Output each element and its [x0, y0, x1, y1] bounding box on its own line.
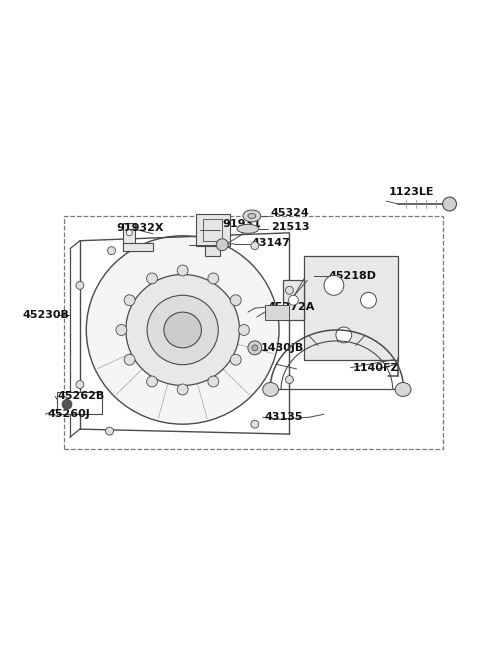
Polygon shape — [304, 255, 398, 360]
Text: 45230B: 45230B — [23, 310, 70, 320]
Text: 45260J: 45260J — [47, 409, 90, 419]
Circle shape — [146, 273, 157, 284]
Text: 45272A: 45272A — [268, 302, 315, 312]
Circle shape — [251, 242, 259, 250]
Ellipse shape — [243, 210, 261, 222]
Text: 45218D: 45218D — [329, 271, 377, 282]
Ellipse shape — [86, 236, 279, 424]
Ellipse shape — [237, 225, 259, 233]
Circle shape — [324, 276, 344, 295]
Text: 1430JB: 1430JB — [261, 343, 304, 353]
Circle shape — [230, 295, 241, 306]
Circle shape — [252, 345, 258, 351]
Text: 91932X: 91932X — [117, 223, 164, 233]
Text: 1140FZ: 1140FZ — [353, 363, 399, 373]
Circle shape — [208, 376, 219, 387]
Circle shape — [62, 400, 72, 409]
Bar — [57, 392, 102, 414]
Circle shape — [106, 427, 113, 435]
Circle shape — [248, 341, 262, 355]
Polygon shape — [123, 223, 135, 251]
Ellipse shape — [395, 383, 411, 396]
Circle shape — [360, 292, 376, 308]
Circle shape — [116, 324, 127, 335]
Circle shape — [251, 421, 259, 428]
Circle shape — [76, 381, 84, 388]
Circle shape — [108, 247, 116, 255]
Circle shape — [216, 239, 228, 251]
Polygon shape — [195, 214, 230, 246]
Circle shape — [76, 282, 84, 290]
Text: 91931: 91931 — [222, 219, 261, 229]
Text: 43135: 43135 — [264, 412, 303, 422]
Circle shape — [177, 384, 188, 395]
Circle shape — [124, 295, 135, 306]
Text: 21513: 21513 — [271, 222, 309, 232]
Ellipse shape — [263, 383, 278, 396]
Polygon shape — [205, 246, 220, 255]
Text: 45324: 45324 — [271, 208, 310, 218]
Circle shape — [126, 230, 132, 236]
Circle shape — [286, 375, 293, 384]
Polygon shape — [123, 243, 153, 251]
Circle shape — [288, 295, 298, 305]
Circle shape — [336, 327, 352, 343]
Circle shape — [230, 354, 241, 365]
Ellipse shape — [248, 214, 256, 218]
Ellipse shape — [164, 312, 202, 348]
Circle shape — [239, 324, 250, 335]
Ellipse shape — [147, 295, 218, 365]
Text: 45262B: 45262B — [57, 392, 104, 402]
Bar — [64, 216, 443, 449]
Polygon shape — [283, 280, 304, 320]
Circle shape — [208, 273, 219, 284]
Circle shape — [443, 197, 456, 211]
Text: 1123LE: 1123LE — [388, 187, 434, 197]
Circle shape — [286, 286, 293, 294]
Polygon shape — [264, 305, 289, 320]
Circle shape — [177, 265, 188, 276]
Circle shape — [146, 376, 157, 387]
Ellipse shape — [126, 274, 240, 386]
Text: 43147: 43147 — [252, 238, 291, 248]
Circle shape — [124, 354, 135, 365]
